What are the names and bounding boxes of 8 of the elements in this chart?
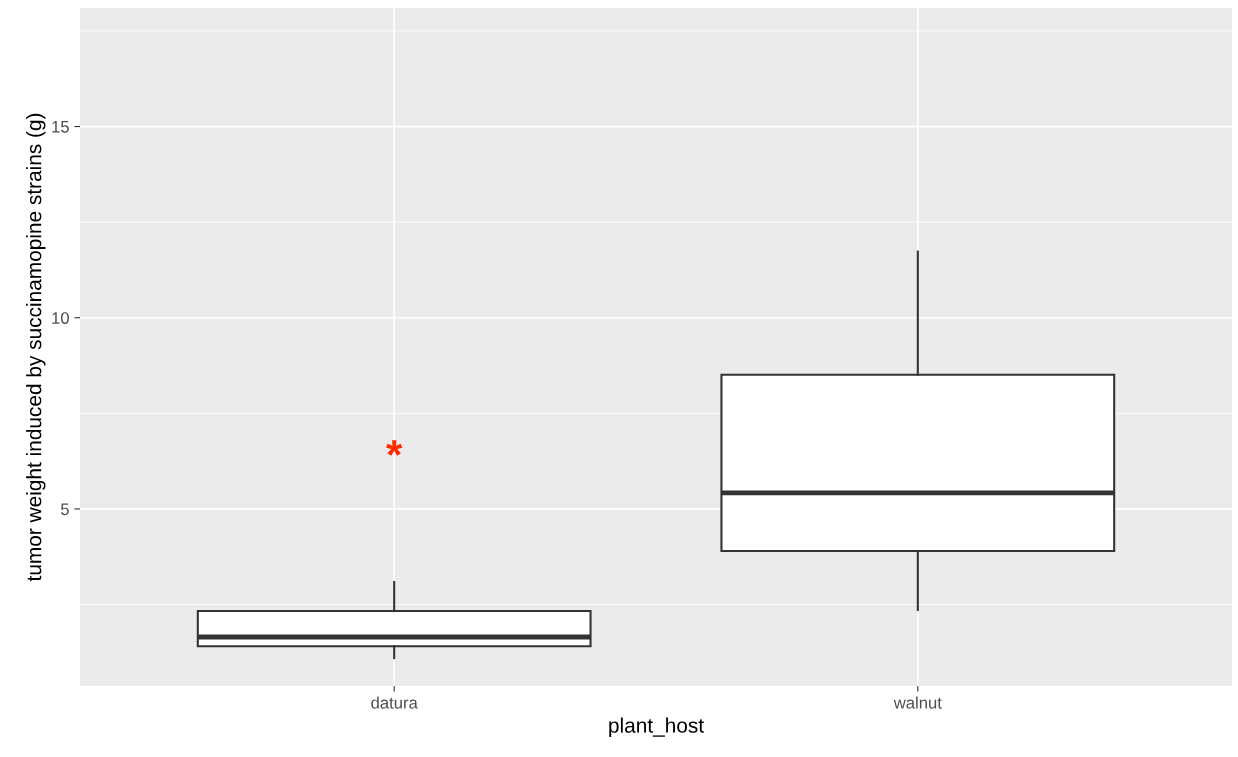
annotation: * <box>386 440 403 456</box>
y-tick-label: 5 <box>60 503 69 516</box>
y-axis-title: tumor weight induced by succinamopine strains (g) <box>26 113 46 582</box>
x-tick-label: datura <box>371 696 418 709</box>
x-axis-title: plant_host <box>609 717 704 737</box>
x-tick-label: walnut <box>893 696 942 709</box>
y-tick-label: 10 <box>52 312 69 324</box>
y-tick-label: 15 <box>52 121 69 133</box>
